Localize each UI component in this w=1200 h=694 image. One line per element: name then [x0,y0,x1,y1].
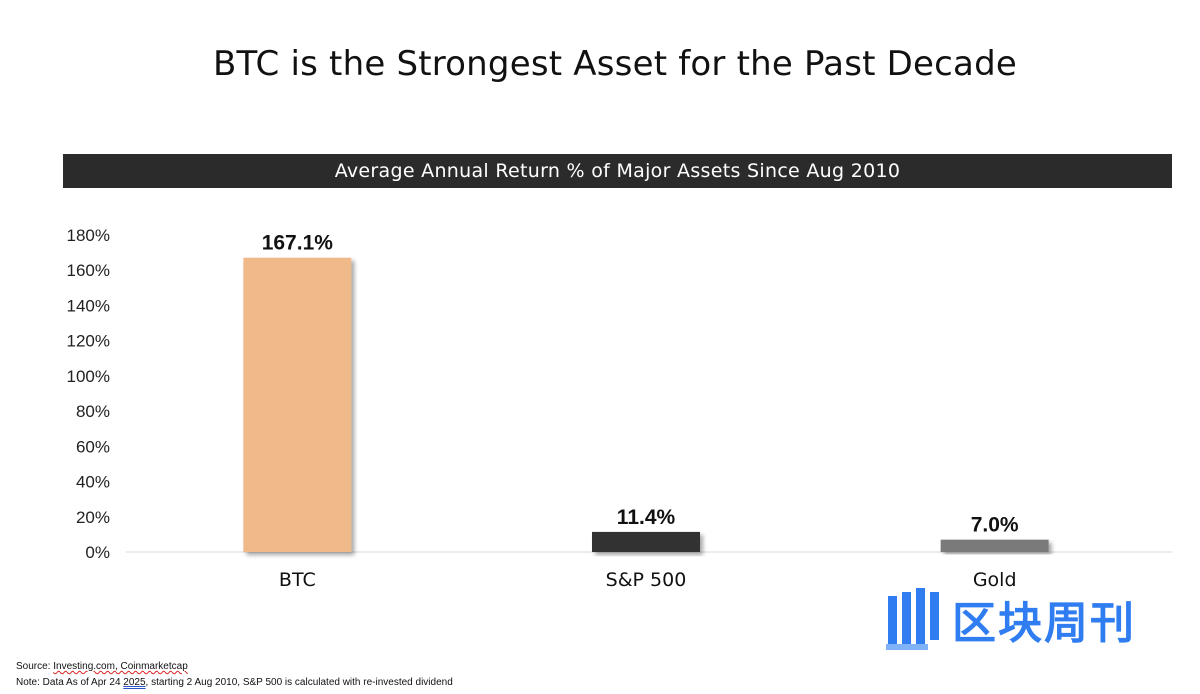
y-tick-label: 80% [76,402,110,421]
y-tick-label: 60% [76,437,110,456]
note-rest: , starting 2 Aug 2010, S&P 500 is calcul… [145,677,453,688]
footnote: Note: Data As of Apr 24 2025, starting 2… [16,677,453,688]
bar-s-p-500 [592,531,700,552]
bar-btc [243,257,352,552]
source-note: Source: Investing.com, Coinmarketcap [16,661,188,672]
watermark-text: 区块周刊 [952,598,1136,649]
source-sites: Investing.com, Coinmarketcap [53,661,188,672]
x-tick-label: S&P 500 [606,569,687,591]
y-tick-label: 180% [67,226,110,245]
y-tick-label: 20% [76,508,110,527]
data-label: 7.0% [971,514,1019,537]
data-labels-group: 167.1% 11.4% 7.0% [262,232,1019,537]
x-tick-label: BTC [279,569,316,591]
x-tick-label: Gold [973,569,1017,591]
source-prefix: Source: [16,661,54,672]
y-tick-label: 120% [67,332,110,351]
y-tick-label: 140% [67,296,110,315]
y-tick-label: 40% [76,473,110,492]
chart-title-bar: Average Annual Return % of Major Assets … [63,154,1172,188]
category-labels-group: BTC S&P 500 Gold [279,569,1017,591]
y-axis-ticks: 0% 20% 40% 60% 80% 100% 120% 140% 160% 180% [67,226,110,562]
note-prefix: Note: Data As of Apr 24 [16,677,124,688]
y-tick-label: 0% [85,543,110,562]
watermark: 区块周刊 [886,586,1186,652]
note-year: 2025 [123,677,146,688]
data-label: 11.4% [617,506,676,529]
watermark-logo-icon [886,588,939,650]
y-tick-label: 160% [67,261,110,280]
data-label: 167.1% [262,232,334,255]
bar-gold [940,539,1049,552]
y-tick-label: 100% [67,367,110,386]
bars-group [243,257,1049,552]
page-title: BTC is the Strongest Asset for the Past … [213,44,1017,84]
